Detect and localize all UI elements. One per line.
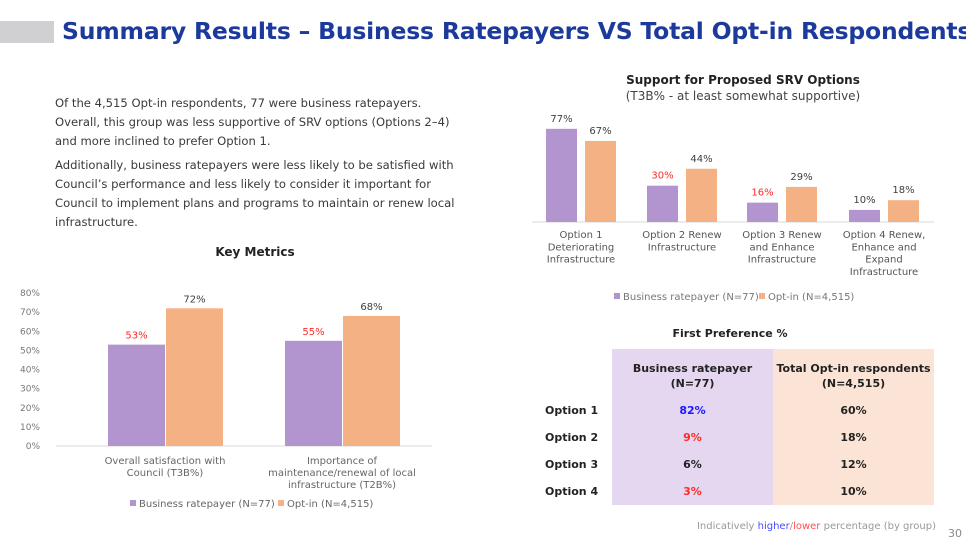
data-label: 77%: [550, 114, 572, 125]
bar-business: [108, 344, 165, 446]
y-tick-label: 0%: [26, 442, 41, 452]
bar-optin: [585, 140, 616, 222]
row-label: Option 2: [545, 431, 599, 444]
data-label: 16%: [751, 188, 773, 199]
business-column-header: Business ratepayer (N=77): [632, 362, 753, 390]
y-tick-label: 50%: [20, 346, 40, 356]
y-tick-label: 10%: [20, 423, 40, 433]
category-label: Option 4 Renew,: [843, 230, 926, 241]
bar-optin: [343, 315, 400, 446]
srv-chart-subtitle: (T3B% - at least somewhat supportive): [625, 89, 861, 103]
business-cell: 82%: [679, 404, 706, 417]
data-label: 10%: [853, 195, 875, 206]
category-label: and Enhance: [749, 242, 814, 253]
category-label: Enhance and: [851, 242, 916, 253]
category-label: Option 3 Renew: [742, 230, 821, 241]
header-accent-bar: [0, 21, 54, 43]
data-label: 72%: [183, 294, 205, 305]
data-label: 53%: [125, 331, 147, 342]
legend-label: Business ratepayer (N=77): [623, 292, 759, 303]
category-label: maintenance/renewal of local: [268, 468, 416, 479]
intro-paragraph-1: Of the 4,515 Opt-in respondents, 77 were…: [55, 96, 450, 148]
optin-column-bg: [773, 349, 934, 505]
data-label: 67%: [589, 126, 611, 137]
category-label: Option 2 Renew: [642, 230, 721, 241]
footer-note: Indicatively higher/lower percentage (by…: [697, 521, 936, 532]
category-label: Overall satisfaction with: [105, 456, 226, 467]
bar-business: [849, 209, 880, 222]
optin-column-header: Total Opt-in respondents (N=4,515): [776, 362, 931, 390]
bar-business: [747, 202, 778, 222]
category-label: Infrastructure: [547, 255, 615, 266]
footer-note-slash: /: [789, 521, 794, 532]
category-label: Option 1: [560, 230, 603, 241]
bar-business: [285, 340, 342, 446]
page-number: 30: [948, 527, 962, 540]
legend-label: Business ratepayer (N=77): [139, 499, 275, 510]
data-label: 30%: [651, 171, 673, 182]
row-label: Option 3: [545, 458, 599, 471]
footer-note-lower: lower: [793, 521, 821, 532]
legend-swatch: [759, 293, 765, 299]
optin-cell: 60%: [840, 404, 867, 417]
y-tick-label: 40%: [20, 366, 40, 376]
category-label: Infrastructure: [748, 255, 816, 266]
bar-business: [546, 128, 577, 222]
footer-note-text: Indicatively: [696, 521, 758, 532]
footer-note-higher: higher: [757, 521, 790, 532]
legend-swatch: [278, 500, 284, 506]
bar-optin: [166, 308, 223, 446]
legend-label: Opt-in (N=4,515): [287, 499, 373, 510]
first-preference-title: First Preference %: [672, 327, 788, 340]
optin-cell: 12%: [840, 458, 867, 471]
business-cell: 9%: [683, 431, 702, 444]
srv-chart-title: Support for Proposed SRV Options: [626, 73, 860, 87]
footer-note-suffix: percentage (by group): [820, 521, 936, 532]
y-tick-label: 60%: [20, 327, 40, 337]
data-label: 29%: [790, 172, 812, 183]
y-tick-label: 80%: [20, 289, 40, 299]
intro-paragraph-2: Additionally, business ratepayers were l…: [55, 158, 455, 229]
business-column-bg: [612, 349, 773, 505]
key-metrics-title: Key Metrics: [215, 245, 295, 259]
bar-optin: [888, 200, 919, 222]
legend-label: Opt-in (N=4,515): [768, 292, 854, 303]
optin-cell: 10%: [840, 485, 867, 498]
bar-optin: [686, 168, 717, 222]
y-tick-label: 70%: [20, 308, 40, 318]
bar-business: [647, 185, 678, 222]
category-label: Infrastructure: [850, 267, 918, 278]
legend-swatch: [130, 500, 136, 506]
optin-cell: 18%: [840, 431, 867, 444]
data-label: 68%: [360, 302, 382, 313]
category-label: Importance of: [307, 456, 378, 467]
page-title: Summary Results – Business Ratepayers VS…: [62, 17, 966, 45]
category-label: Expand: [865, 255, 902, 266]
data-label: 55%: [302, 327, 324, 338]
bar-optin: [786, 186, 817, 222]
key-metrics-chart: 0% 10% 20% 30% 40% 50% 60% 70% 80% 53% 72% Overall …: [20, 289, 432, 510]
data-label: 44%: [690, 154, 712, 165]
category-label: Deteriorating: [548, 242, 615, 253]
category-label: Infrastructure: [648, 242, 716, 253]
category-label: infrastructure (T2B%): [288, 480, 396, 491]
y-tick-label: 20%: [20, 404, 40, 414]
data-label: 18%: [892, 185, 914, 196]
business-cell: 6%: [683, 458, 702, 471]
category-label: Council (T3B%): [127, 468, 204, 479]
business-cell: 3%: [683, 485, 702, 498]
y-tick-label: 30%: [20, 385, 40, 395]
row-label: Option 1: [545, 404, 599, 417]
row-label: Option 4: [545, 485, 599, 498]
legend-swatch: [614, 293, 620, 299]
